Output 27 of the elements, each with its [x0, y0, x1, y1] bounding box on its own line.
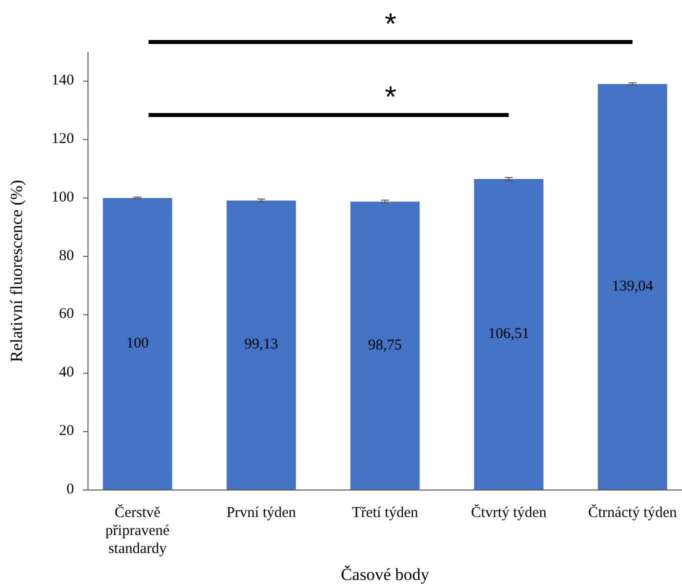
x-tick-label: Čtrnáctý týden: [588, 504, 678, 521]
y-tick-label: 80: [59, 248, 74, 264]
bar: [102, 198, 172, 490]
y-tick-label: 40: [59, 364, 74, 381]
y-tick-label: 120: [52, 131, 74, 148]
data-label: 139,04: [612, 278, 654, 294]
x-tick-label: Čerstvě připravené standardy: [105, 504, 170, 557]
data-label: 99,13: [244, 336, 278, 353]
annotation: *: [384, 81, 397, 114]
y-tick-label: 100: [52, 189, 74, 206]
y-tick-label: 0: [66, 481, 74, 498]
data-label: 100: [126, 335, 149, 352]
x-tick-label: První týden: [226, 505, 297, 521]
bar: [226, 200, 296, 490]
data-label: 106,51: [488, 326, 530, 342]
data-label: 98,75: [368, 337, 402, 354]
bar: [598, 84, 668, 490]
x-axis-title: Časové body: [340, 565, 430, 584]
bar: [474, 178, 544, 490]
y-tick-label: 60: [59, 306, 74, 322]
y-axis-title: Relativní fluorescence (%): [7, 180, 26, 362]
bar: [350, 202, 420, 490]
y-tick-label: 140: [52, 72, 74, 89]
x-tick-label: Třetí týden: [352, 505, 419, 521]
x-tick-label: Čtvrtý týden: [471, 504, 547, 521]
y-tick-label: 20: [59, 423, 74, 440]
text: *: [384, 8, 397, 41]
